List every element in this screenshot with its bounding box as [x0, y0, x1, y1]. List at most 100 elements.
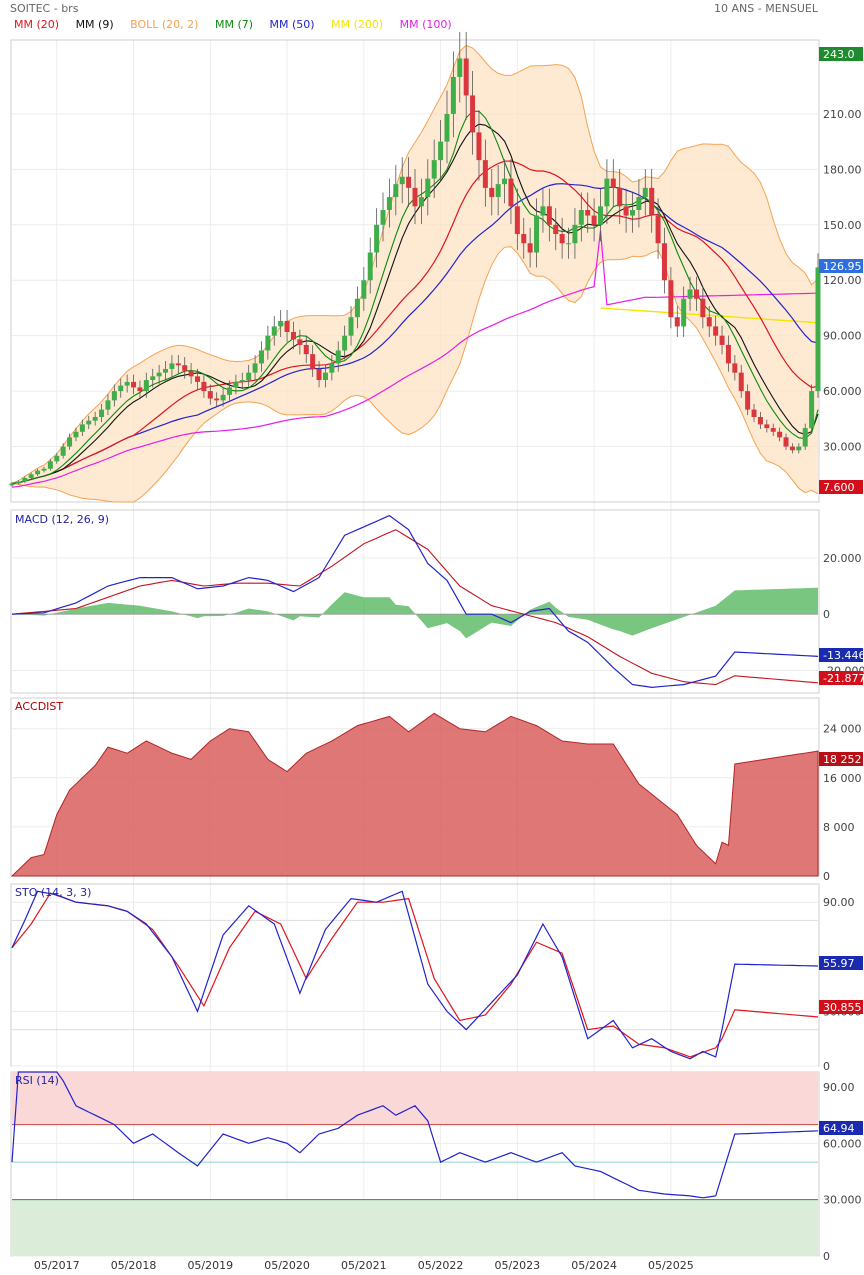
candle-body: [482, 160, 488, 188]
macd-tick-label: 0: [823, 608, 830, 621]
rsi-title: RSI (14): [15, 1074, 59, 1087]
candle-body: [489, 187, 495, 198]
price-tick-label: 90.000: [823, 330, 862, 343]
candle-body: [463, 58, 469, 96]
bollinger-band: [12, 45, 818, 502]
candle-body: [815, 267, 821, 392]
candle-body: [425, 178, 431, 198]
candle-body: [15, 481, 21, 484]
candle-body: [137, 387, 143, 392]
candle-body: [329, 363, 335, 373]
accdist-tick-label: 0: [823, 870, 830, 883]
candle-body: [764, 424, 770, 429]
legend-mm100: MM (100): [399, 18, 452, 31]
signal-last-badge: -21.877: [823, 672, 864, 685]
price-tick-label: 120.00: [823, 274, 862, 287]
candle-body: [67, 437, 73, 447]
candle-body: [374, 224, 380, 253]
candle-body: [399, 176, 405, 185]
mm20-line: [11, 160, 819, 485]
candle-body: [246, 372, 252, 381]
candle-body: [220, 394, 226, 401]
candle-body: [534, 215, 540, 253]
candle-body: [35, 470, 41, 475]
candle-body: [559, 234, 565, 244]
candle-body: [809, 391, 815, 429]
candle-body: [406, 176, 412, 188]
candle-body: [604, 178, 610, 207]
candle-body: [156, 372, 162, 377]
candle-body: [674, 317, 680, 327]
candle-body: [738, 372, 744, 392]
candle-body: [271, 326, 277, 336]
candle-body: [450, 76, 456, 114]
price-tick-label: 210.00: [823, 108, 862, 121]
candle-body: [719, 335, 725, 345]
legend-mm200: MM (200): [331, 18, 384, 31]
rsi-line: [11, 1071, 819, 1199]
candle-body: [284, 320, 290, 332]
x-tick-label: 05/2018: [111, 1259, 157, 1272]
candle-body: [335, 350, 341, 364]
macd-title: MACD (12, 26, 9): [15, 513, 109, 526]
candle-body: [361, 280, 367, 299]
candle-body: [789, 446, 795, 451]
candle-body: [598, 206, 604, 225]
candle-body: [111, 391, 117, 401]
candle-body: [655, 215, 661, 244]
candle-body: [610, 178, 616, 188]
rsi-oversold-zone: [12, 1199, 818, 1256]
accdist-title: ACCDIST: [15, 700, 63, 713]
candle-body: [169, 363, 175, 369]
rsi-tick-label: 0: [823, 1250, 830, 1263]
candle-body: [252, 363, 258, 373]
candle-body: [310, 354, 316, 369]
sto-d-badge-bg: [819, 1000, 863, 1014]
candle-body: [393, 184, 399, 198]
candle-body: [348, 317, 354, 336]
candle-body: [777, 431, 783, 438]
candle-body: [514, 206, 520, 235]
candle-body: [86, 420, 92, 425]
x-tick-label: 05/2023: [494, 1259, 540, 1272]
candle-body: [386, 197, 392, 211]
price-tick-label: 60.000: [823, 385, 862, 398]
candle-body: [99, 409, 105, 417]
mm50-line: [11, 183, 819, 485]
price-last-badge: 126.95: [823, 260, 862, 273]
candle-body: [322, 372, 328, 381]
candle-body: [303, 344, 309, 355]
accdist-tick-label: 8 000: [823, 821, 855, 834]
candle-body: [476, 132, 482, 161]
candle-body: [92, 416, 98, 421]
sto-frame: [10, 883, 820, 1067]
macd-last-badge: -13.446: [823, 649, 864, 662]
candle-body: [629, 210, 635, 216]
x-tick-label: 05/2017: [34, 1259, 80, 1272]
candle-body: [681, 298, 687, 327]
rsi-tick-label: 30.000: [823, 1194, 862, 1207]
candle-body: [207, 391, 213, 399]
accdist-last-badge: 18 252: [823, 753, 862, 766]
sto-tick-label: 0: [823, 1060, 830, 1073]
candle-body: [713, 326, 719, 336]
sto-tick-label: 90.00: [823, 896, 855, 909]
price-tick-label: 180.00: [823, 163, 862, 176]
candle-body: [175, 363, 181, 366]
bollinger-upper: [11, 44, 819, 484]
candle-body: [566, 243, 572, 245]
candle-body: [105, 400, 111, 410]
candle-body: [636, 197, 642, 211]
candle-body: [258, 350, 264, 364]
price-tick-label: 30.000: [823, 441, 862, 454]
rsi-overbought-zone: [12, 1072, 818, 1125]
candle-body: [143, 380, 149, 392]
candle-body: [649, 187, 655, 216]
candle-body: [457, 58, 463, 77]
candle-body: [239, 380, 245, 382]
chart-period: 10 ANS - MENSUEL: [714, 2, 818, 15]
candle-body: [73, 431, 79, 438]
x-tick-label: 05/2019: [187, 1259, 233, 1272]
candle-body: [700, 298, 706, 318]
